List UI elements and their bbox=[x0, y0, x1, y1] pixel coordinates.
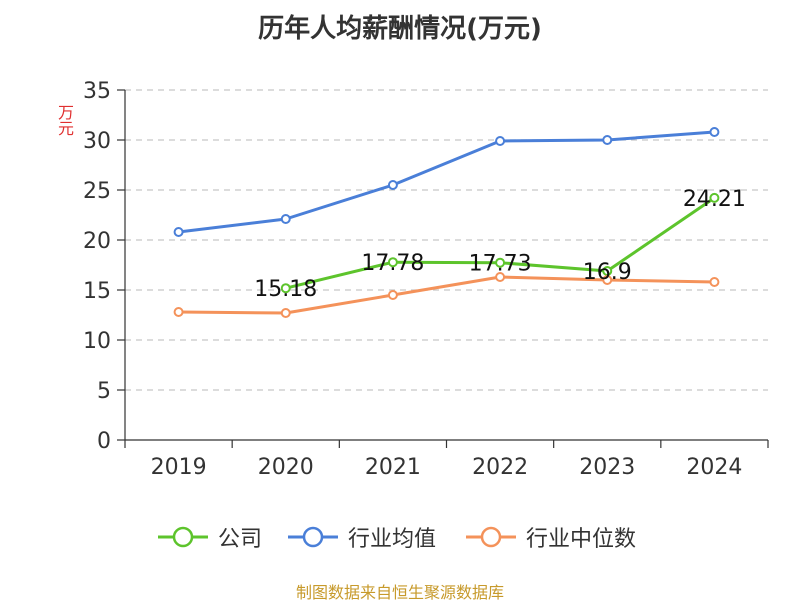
y-tick-label-10: 10 bbox=[83, 329, 111, 354]
legend-marker-icon bbox=[288, 526, 338, 548]
data-point-2-2024 bbox=[709, 277, 720, 287]
data-point-1-2021 bbox=[387, 180, 398, 190]
y-tick-label-0: 0 bbox=[97, 429, 111, 454]
legend-marker-icon bbox=[158, 526, 208, 548]
x-tick-label-2023: 2023 bbox=[579, 455, 635, 480]
data-point-1-2019 bbox=[173, 227, 184, 237]
y-tick-label-35: 35 bbox=[83, 79, 111, 104]
legend-circle bbox=[302, 526, 324, 548]
chart-title: 历年人均薪酬情况(万元) bbox=[258, 14, 542, 44]
data-point-2-2023 bbox=[602, 275, 613, 285]
data-point-2-2019 bbox=[173, 307, 184, 317]
legend-item-0[interactable]: 公司 bbox=[158, 520, 262, 554]
data-label-0-2021: 17.78 bbox=[361, 251, 424, 276]
legend-circle bbox=[480, 526, 502, 548]
data-point-1-2020 bbox=[280, 214, 291, 224]
y-tick-label-20: 20 bbox=[83, 229, 111, 254]
data-point-1-2023 bbox=[602, 135, 613, 145]
legend-label: 行业中位数 bbox=[526, 527, 637, 552]
x-tick-label-2021: 2021 bbox=[365, 455, 421, 480]
series-line-2 bbox=[178, 275, 715, 315]
legend-label: 公司 bbox=[218, 527, 263, 552]
legend-item-2[interactable]: 行业中位数 bbox=[466, 520, 636, 554]
gridlines bbox=[125, 89, 768, 391]
y-tick-label-25: 25 bbox=[83, 179, 111, 204]
y-axis-label: 万元 bbox=[55, 104, 74, 136]
x-tick-label-2020: 2020 bbox=[258, 455, 314, 480]
data-point-0-2020 bbox=[280, 283, 291, 294]
legend-label: 行业均值 bbox=[348, 527, 437, 552]
data-point-2-2021 bbox=[387, 290, 398, 300]
series-line-1 bbox=[178, 130, 715, 234]
legend-item-1[interactable]: 行业均值 bbox=[288, 520, 436, 554]
x-tick-label-2022: 2022 bbox=[472, 455, 528, 480]
source-note: 制图数据来自恒生聚源数据库 bbox=[295, 583, 504, 602]
data-label-0-2020: 15.18 bbox=[254, 277, 317, 302]
data-point-0-2021 bbox=[387, 257, 398, 268]
x-tick-label-2019: 2019 bbox=[151, 455, 207, 480]
legend-marker-icon bbox=[466, 526, 516, 548]
data-point-1-2024 bbox=[709, 127, 720, 137]
data-point-0-2024 bbox=[709, 192, 720, 203]
data-label-0-2022: 17.73 bbox=[469, 252, 532, 277]
data-label-0-2024: 24.21 bbox=[683, 187, 746, 212]
data-point-2-2022 bbox=[495, 272, 506, 282]
legend: 公司 行业均值 行业中位数 bbox=[0, 520, 800, 554]
axes: 0 5 10 15 20 25 30 35 2019 2020 2021 2022 2023 2024 bbox=[83, 79, 769, 480]
x-tick-label-2024: 2024 bbox=[686, 455, 742, 480]
legend-circle bbox=[172, 526, 194, 548]
data-point-1-2022 bbox=[495, 136, 506, 146]
y-tick-label-5: 5 bbox=[97, 379, 111, 404]
series-lines bbox=[173, 127, 720, 318]
data-labels: 15.18 17.78 17.73 16.9 24.21 bbox=[254, 187, 746, 302]
y-tick-label-30: 30 bbox=[83, 129, 111, 154]
y-tick-label-15: 15 bbox=[83, 279, 111, 304]
data-point-2-2020 bbox=[280, 308, 291, 318]
data-label-0-2023: 16.9 bbox=[583, 260, 632, 285]
data-point-0-2022 bbox=[495, 257, 506, 268]
